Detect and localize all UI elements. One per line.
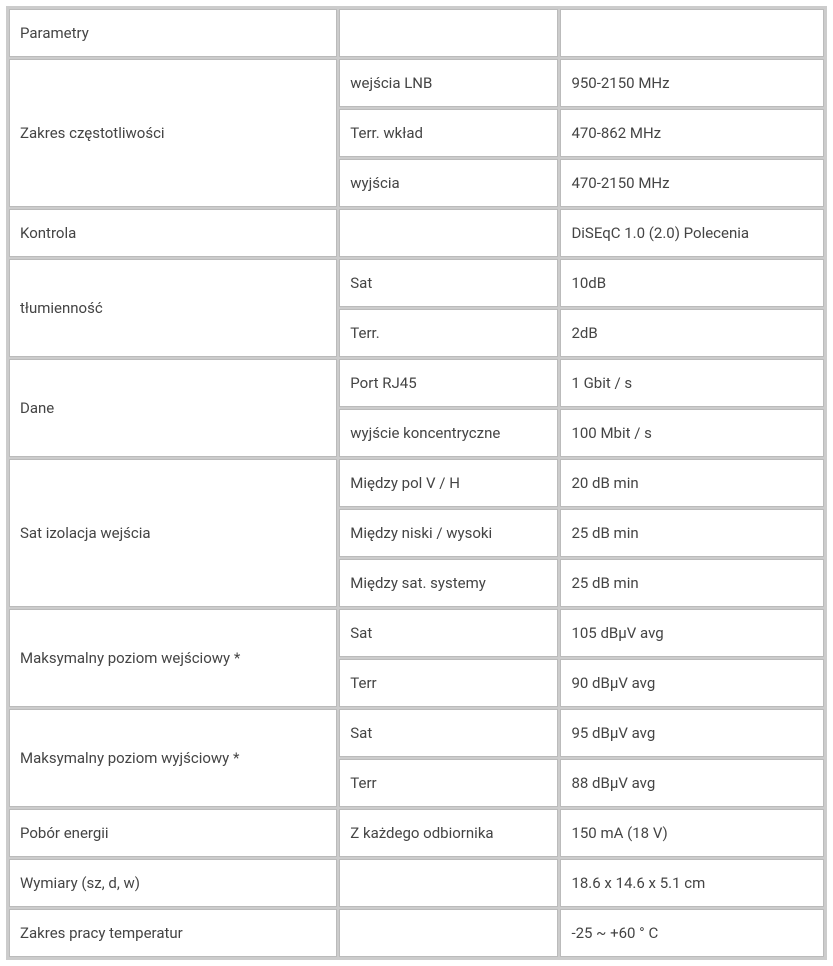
param-name: Pobór energii: [9, 809, 337, 857]
param-name: tłumienność: [9, 259, 337, 357]
param-value: 20 dB min: [560, 459, 824, 507]
param-sub: [339, 909, 558, 957]
table-row: DanePort RJ451 Gbit / s: [9, 359, 824, 407]
table-row: Sat izolacja wejściaMiędzy pol V / H20 d…: [9, 459, 824, 507]
param-sub: Między sat. systemy: [339, 559, 558, 607]
spec-table: ParametryZakres częstotliwościwejścia LN…: [6, 6, 827, 960]
param-value: [560, 9, 824, 57]
param-sub: wyjścia: [339, 159, 558, 207]
param-value: -25 ~ +60 ° C: [560, 909, 824, 957]
param-name: Parametry: [9, 9, 337, 57]
table-row: Zakres częstotliwościwejścia LNB950-2150…: [9, 59, 824, 107]
table-row: tłumiennośćSat10dB: [9, 259, 824, 307]
table-row: Pobór energiiZ każdego odbiornika150 mA …: [9, 809, 824, 857]
param-sub: [339, 209, 558, 257]
param-value: 90 dBμV avg: [560, 659, 824, 707]
param-sub: Terr: [339, 759, 558, 807]
param-value: 2dB: [560, 309, 824, 357]
param-sub: wejścia LNB: [339, 59, 558, 107]
param-name: Wymiary (sz, d, w): [9, 859, 337, 907]
table-row: Kontrola DiSEqC 1.0 (2.0) Polecenia: [9, 209, 824, 257]
param-sub: Między pol V / H: [339, 459, 558, 507]
param-sub: Sat: [339, 609, 558, 657]
param-value: 18.6 x 14.6 x 5.1 cm: [560, 859, 824, 907]
param-name: Zakres pracy temperatur: [9, 909, 337, 957]
param-name: Sat izolacja wejścia: [9, 459, 337, 607]
param-sub: wyjście koncentryczne: [339, 409, 558, 457]
table-row: Wymiary (sz, d, w) 18.6 x 14.6 x 5.1 cm: [9, 859, 824, 907]
param-sub: Port RJ45: [339, 359, 558, 407]
param-value: 105 dBμV avg: [560, 609, 824, 657]
param-sub: Między niski / wysoki: [339, 509, 558, 557]
table-row: Maksymalny poziom wejściowy *Sat105 dBμV…: [9, 609, 824, 657]
param-name: Zakres częstotliwości: [9, 59, 337, 207]
param-name: Maksymalny poziom wejściowy *: [9, 609, 337, 707]
param-value: 100 Mbit / s: [560, 409, 824, 457]
param-sub: Sat: [339, 259, 558, 307]
param-sub: [339, 859, 558, 907]
param-sub: Z każdego odbiornika: [339, 809, 558, 857]
param-sub: Sat: [339, 709, 558, 757]
table-row: Parametry: [9, 9, 824, 57]
param-sub: [339, 9, 558, 57]
param-name: Maksymalny poziom wyjściowy *: [9, 709, 337, 807]
param-name: Kontrola: [9, 209, 337, 257]
param-sub: Terr: [339, 659, 558, 707]
param-value: 1 Gbit / s: [560, 359, 824, 407]
table-row: Zakres pracy temperatur -25 ~ +60 ° C: [9, 909, 824, 957]
table-row: Maksymalny poziom wyjściowy *Sat95 dBμV …: [9, 709, 824, 757]
param-value: 150 mA (18 V): [560, 809, 824, 857]
param-value: 25 dB min: [560, 509, 824, 557]
param-value: 25 dB min: [560, 559, 824, 607]
param-name: Dane: [9, 359, 337, 457]
param-value: 95 dBμV avg: [560, 709, 824, 757]
param-value: DiSEqC 1.0 (2.0) Polecenia: [560, 209, 824, 257]
spec-table-body: ParametryZakres częstotliwościwejścia LN…: [9, 9, 824, 957]
param-value: 10dB: [560, 259, 824, 307]
param-sub: Terr. wkład: [339, 109, 558, 157]
param-sub: Terr.: [339, 309, 558, 357]
param-value: 88 dBμV avg: [560, 759, 824, 807]
param-value: 470-2150 MHz: [560, 159, 824, 207]
param-value: 950-2150 MHz: [560, 59, 824, 107]
param-value: 470-862 MHz: [560, 109, 824, 157]
